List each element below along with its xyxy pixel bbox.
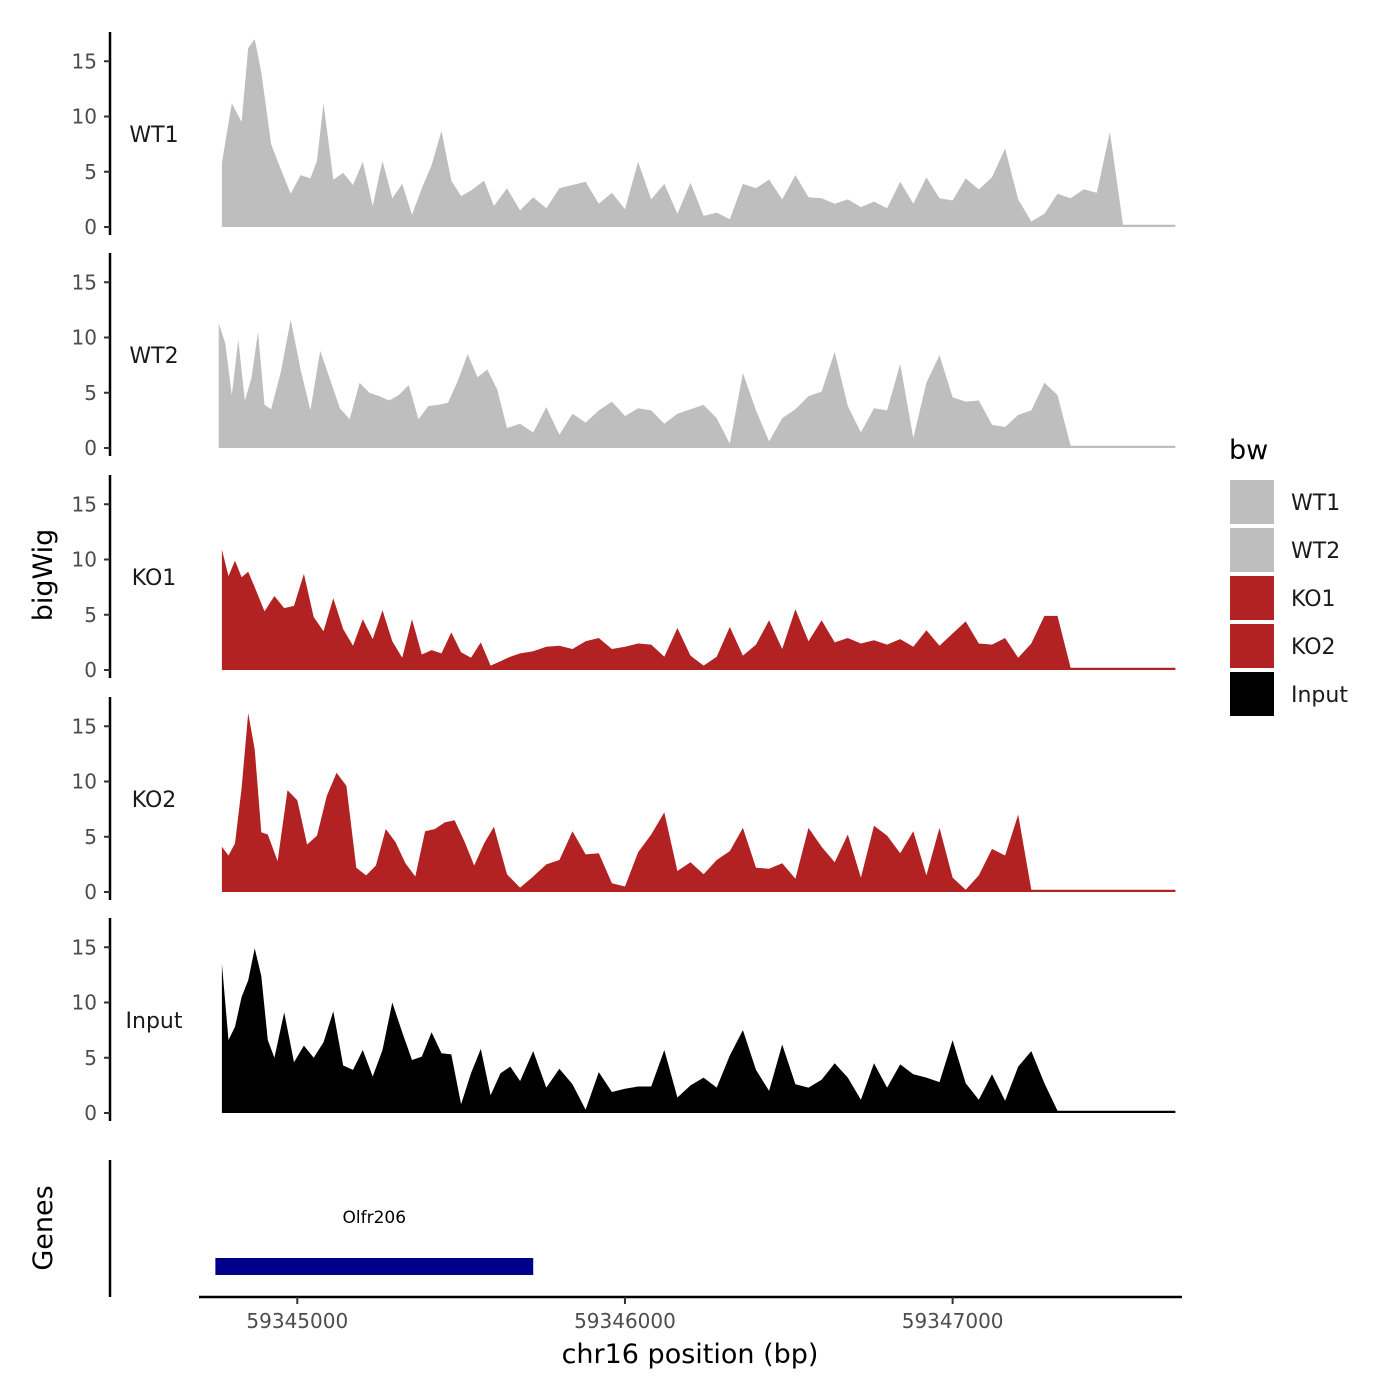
- y-tick-label: 15: [72, 935, 97, 959]
- gene-olfr206-bar: [215, 1258, 534, 1275]
- legend-swatch-ko1: [1230, 576, 1274, 620]
- y-axis-title: bigWig: [28, 529, 59, 622]
- y-tick-label: 0: [84, 1101, 97, 1125]
- y-tick-label: 5: [84, 825, 97, 849]
- track-wt2-area: [218, 319, 1176, 448]
- legend-swatch-ko2: [1230, 624, 1274, 668]
- track-input-area: [221, 948, 1176, 1113]
- legend-swatch-wt2: [1230, 528, 1274, 572]
- x-axis-title: chr16 position (bp): [562, 1339, 819, 1370]
- legend-label-wt2: WT2: [1291, 539, 1340, 564]
- y-tick-label: 5: [84, 1046, 97, 1070]
- legend-swatch-input: [1230, 672, 1274, 716]
- genes-axis-title: Genes: [28, 1185, 59, 1270]
- y-tick-label: 10: [72, 770, 97, 794]
- track-ko2: 0 5 10 15 KO2: [72, 697, 1176, 904]
- x-tick-label: 59346000: [574, 1309, 676, 1333]
- y-tick-label: 0: [84, 880, 97, 904]
- y-tick-label: 15: [72, 492, 97, 516]
- track-ko1: 0 5 10 15 KO1: [72, 475, 1176, 682]
- track-wt1: 0 5 10 15 WT1: [72, 32, 1176, 239]
- track-label-wt1: WT1: [129, 123, 178, 148]
- y-tick-label: 10: [72, 991, 97, 1015]
- track-label-input: Input: [126, 1009, 183, 1034]
- x-tick-label: 59345000: [246, 1309, 348, 1333]
- track-wt1-area: [221, 39, 1176, 227]
- legend-label-input: Input: [1291, 683, 1348, 708]
- y-tick-label: 15: [72, 49, 97, 73]
- y-tick-label: 10: [72, 548, 97, 572]
- legend-label-wt1: WT1: [1291, 491, 1340, 516]
- track-label-ko2: KO2: [132, 788, 177, 813]
- y-tick-label: 5: [84, 603, 97, 627]
- legend: bw WT1 WT2 KO1 KO2 Input: [1229, 435, 1348, 716]
- y-tick-label: 0: [84, 436, 97, 460]
- track-wt2: 0 5 10 15 WT2: [72, 253, 1176, 460]
- y-tick-label: 5: [84, 160, 97, 184]
- legend-label-ko1: KO1: [1291, 587, 1336, 612]
- legend-swatch-wt1: [1230, 480, 1274, 524]
- track-input: 0 5 10 15 Input: [72, 918, 1176, 1125]
- track-label-wt2: WT2: [129, 344, 178, 369]
- gene-olfr206-label: Olfr206: [343, 1208, 407, 1228]
- track-label-ko1: KO1: [132, 566, 177, 591]
- legend-label-ko2: KO2: [1291, 635, 1336, 660]
- y-tick-label: 0: [84, 215, 97, 239]
- y-tick-label: 0: [84, 658, 97, 682]
- y-tick-label: 15: [72, 270, 97, 294]
- y-tick-label: 5: [84, 381, 97, 405]
- x-tick-label: 59347000: [902, 1309, 1004, 1333]
- y-tick-label: 10: [72, 105, 97, 129]
- y-tick-label: 10: [72, 326, 97, 350]
- legend-title: bw: [1229, 435, 1268, 466]
- tracks-layer: 0 5 10 15 WT1 0 5 10 15 WT2 0 5 10 15 KO1 0 5 10 15 KO2 0 5 10…: [72, 32, 1176, 1125]
- track-ko2-area: [221, 713, 1176, 892]
- x-axis: chr16 position (bp) 59345000 59346000 5934…: [199, 1295, 1182, 1370]
- y-tick-label: 15: [72, 714, 97, 738]
- track-ko1-area: [221, 549, 1176, 670]
- genes-panel: Genes Olfr206: [28, 1160, 534, 1297]
